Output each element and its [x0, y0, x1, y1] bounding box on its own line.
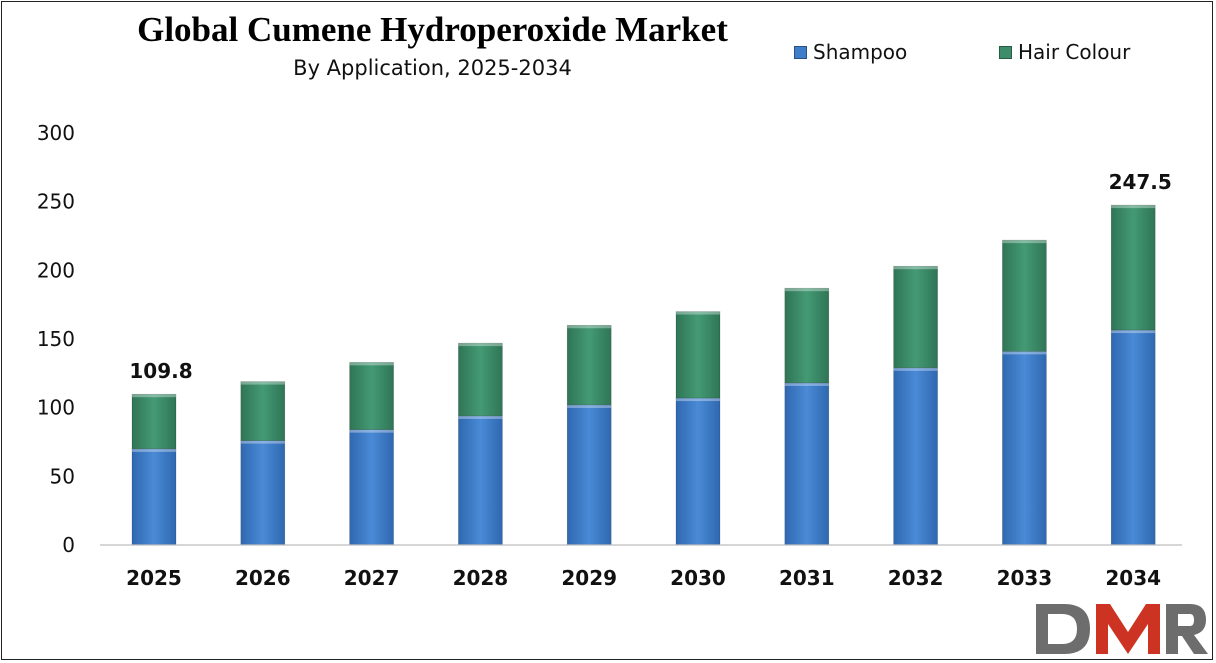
y-tick-label: 50	[50, 464, 75, 488]
bar-hair-colour-2025	[131, 393, 177, 450]
x-tick-label: 2032	[888, 566, 944, 590]
bar-hair-colour-2029	[566, 324, 612, 406]
bar-highlight	[676, 398, 720, 402]
data-label-2025: 109.8	[129, 359, 192, 383]
bar-highlight	[458, 415, 503, 419]
bar-highlight	[1002, 351, 1047, 355]
bar-hair-colour-2031	[784, 287, 830, 384]
bar-shampoo-2027	[349, 429, 394, 546]
bar-highlight	[567, 325, 612, 329]
x-tick-label: 2031	[779, 566, 835, 590]
bar-highlight	[784, 288, 829, 292]
x-tick-label: 2030	[670, 566, 726, 590]
legend-item-hair-colour: Hair Colour	[999, 40, 1130, 64]
y-tick-label: 150	[37, 327, 75, 351]
bar-hair-colour-2030	[675, 311, 721, 399]
y-tick-label: 200	[37, 258, 75, 282]
data-label-2034: 247.5	[1109, 170, 1172, 194]
bar-hair-colour-2033	[1002, 239, 1047, 352]
data-labels: 109.8 247.5	[129, 170, 1171, 383]
x-tick-label: 2026	[235, 566, 291, 590]
legend-label-shampoo: Shampoo	[813, 40, 908, 64]
x-tick-label: 2034	[1105, 566, 1161, 590]
bar-highlight	[132, 394, 176, 398]
bar-shampoo-2034	[1110, 329, 1156, 546]
legend-label-hair-colour: Hair Colour	[1018, 40, 1131, 64]
bar-shampoo-2029	[566, 404, 612, 546]
y-tick-label: 250	[37, 190, 75, 214]
bar-shampoo-2025	[131, 448, 177, 546]
dmr-logo	[1036, 604, 1208, 654]
bar-hair-colour-2034	[1110, 204, 1156, 331]
chart-title: Global Cumene Hydroperoxide Market	[137, 10, 728, 49]
x-tick-label: 2029	[561, 566, 617, 590]
y-tick-label: 300	[37, 121, 75, 145]
bar-shampoo-2033	[1002, 351, 1047, 546]
bar-hair-colour-2026	[240, 381, 286, 441]
bar-highlight	[784, 382, 829, 386]
chart-subtitle: By Application, 2025-2034	[293, 56, 572, 80]
legend-item-shampoo: Shampoo	[794, 40, 907, 64]
x-tick-label: 2025	[126, 566, 182, 590]
bar-hair-colour-2032	[893, 265, 938, 369]
bar-hair-colour-2028	[458, 342, 503, 417]
bar-shampoo-2030	[675, 397, 721, 546]
x-tick-label: 2027	[344, 566, 400, 590]
bar-highlight	[349, 362, 394, 366]
bar-highlight	[1111, 330, 1156, 334]
x-tick-label: 2028	[453, 566, 509, 590]
bar-highlight	[676, 311, 720, 315]
bar-shampoo-2028	[458, 415, 503, 546]
y-tick-label: 0	[62, 533, 75, 557]
bar-highlight	[567, 404, 612, 408]
y-axis-ticks: 0 50 100 150 200 250 300	[37, 121, 75, 557]
x-axis-ticks: 2025 2026 2027 2028 2029 2030 2031 2032 2033 2034	[126, 566, 1161, 590]
x-tick-label: 2033	[997, 566, 1053, 590]
bar-highlight	[1002, 240, 1047, 244]
bar-highlight	[240, 381, 285, 385]
bar-highlight	[132, 448, 176, 452]
bar-highlight	[458, 343, 503, 347]
bar-shampoo-2026	[240, 440, 286, 546]
bar-highlight	[1111, 205, 1156, 209]
bar-highlight	[893, 367, 938, 371]
bar-highlight	[349, 429, 394, 433]
legend-swatch-hair-colour	[999, 45, 1012, 59]
bar-shampoo-2032	[893, 367, 938, 546]
bar-highlight	[240, 440, 285, 444]
bar-highlight	[893, 266, 938, 270]
legend-swatch-shampoo	[794, 45, 807, 59]
bars-group	[131, 204, 1156, 546]
bar-shampoo-2031	[784, 382, 830, 546]
bar-hair-colour-2027	[349, 362, 394, 430]
y-tick-label: 100	[37, 396, 75, 420]
